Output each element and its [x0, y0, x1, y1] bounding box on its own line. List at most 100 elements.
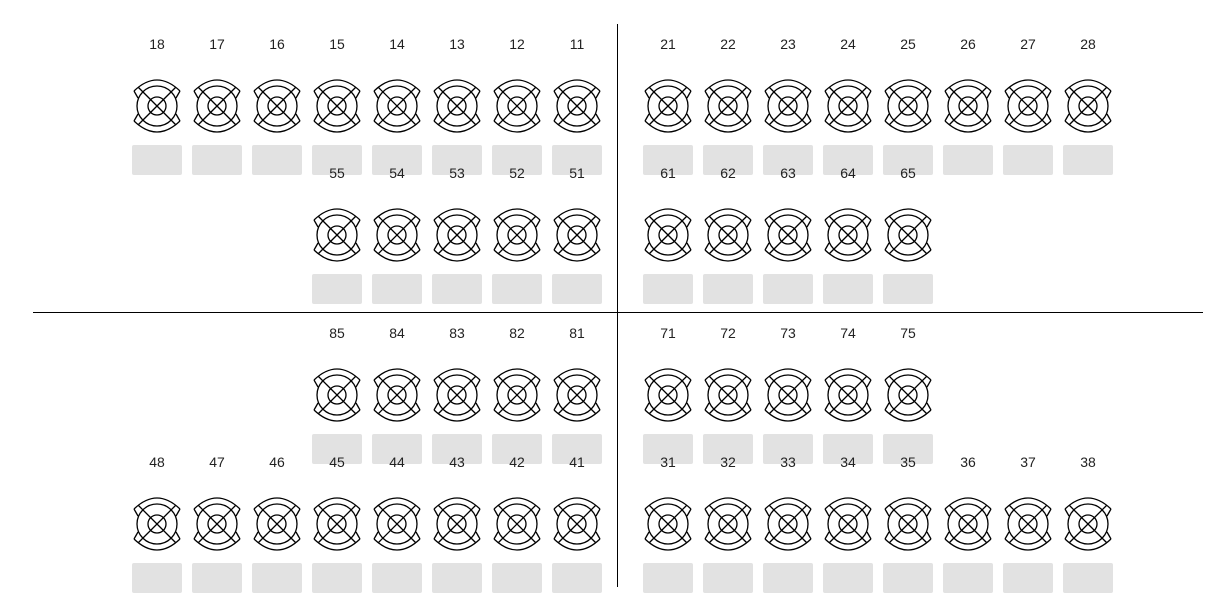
tooth-43[interactable]: 43	[432, 454, 482, 593]
tooth-status-box[interactable]	[763, 145, 813, 175]
tooth-71[interactable]: 71	[643, 325, 693, 464]
tooth-status-box[interactable]	[372, 145, 422, 175]
tooth-33[interactable]: 33	[763, 454, 813, 593]
tooth-status-box[interactable]	[552, 434, 602, 464]
tooth-23[interactable]: 23	[763, 36, 813, 175]
tooth-24[interactable]: 24	[823, 36, 873, 175]
tooth-28[interactable]: 28	[1063, 36, 1113, 175]
tooth-63[interactable]: 63	[763, 165, 813, 304]
tooth-81[interactable]: 81	[552, 325, 602, 464]
tooth-status-box[interactable]	[312, 274, 362, 304]
tooth-14[interactable]: 14	[372, 36, 422, 175]
tooth-status-box[interactable]	[763, 274, 813, 304]
tooth-status-box[interactable]	[703, 145, 753, 175]
tooth-36[interactable]: 36	[943, 454, 993, 593]
tooth-status-box[interactable]	[492, 563, 542, 593]
tooth-status-box[interactable]	[883, 434, 933, 464]
tooth-status-box[interactable]	[1063, 145, 1113, 175]
tooth-82[interactable]: 82	[492, 325, 542, 464]
tooth-27[interactable]: 27	[1003, 36, 1053, 175]
tooth-26[interactable]: 26	[943, 36, 993, 175]
tooth-status-box[interactable]	[643, 145, 693, 175]
tooth-status-box[interactable]	[312, 434, 362, 464]
tooth-32[interactable]: 32	[703, 454, 753, 593]
tooth-status-box[interactable]	[132, 145, 182, 175]
tooth-status-box[interactable]	[883, 274, 933, 304]
tooth-status-box[interactable]	[823, 434, 873, 464]
tooth-status-box[interactable]	[372, 434, 422, 464]
tooth-38[interactable]: 38	[1063, 454, 1113, 593]
tooth-62[interactable]: 62	[703, 165, 753, 304]
tooth-status-box[interactable]	[492, 145, 542, 175]
tooth-status-box[interactable]	[192, 563, 242, 593]
tooth-status-box[interactable]	[492, 434, 542, 464]
tooth-status-box[interactable]	[432, 274, 482, 304]
tooth-status-box[interactable]	[703, 563, 753, 593]
tooth-61[interactable]: 61	[643, 165, 693, 304]
tooth-45[interactable]: 45	[312, 454, 362, 593]
tooth-15[interactable]: 15	[312, 36, 362, 175]
tooth-status-box[interactable]	[823, 274, 873, 304]
tooth-84[interactable]: 84	[372, 325, 422, 464]
tooth-17[interactable]: 17	[192, 36, 242, 175]
tooth-status-box[interactable]	[643, 563, 693, 593]
tooth-status-box[interactable]	[252, 563, 302, 593]
tooth-53[interactable]: 53	[432, 165, 482, 304]
tooth-47[interactable]: 47	[192, 454, 242, 593]
tooth-37[interactable]: 37	[1003, 454, 1053, 593]
tooth-status-box[interactable]	[372, 274, 422, 304]
tooth-74[interactable]: 74	[823, 325, 873, 464]
tooth-status-box[interactable]	[883, 145, 933, 175]
tooth-18[interactable]: 18	[132, 36, 182, 175]
tooth-status-box[interactable]	[552, 563, 602, 593]
tooth-status-box[interactable]	[132, 563, 182, 593]
tooth-54[interactable]: 54	[372, 165, 422, 304]
tooth-64[interactable]: 64	[823, 165, 873, 304]
tooth-status-box[interactable]	[552, 274, 602, 304]
tooth-status-box[interactable]	[492, 274, 542, 304]
tooth-status-box[interactable]	[703, 274, 753, 304]
tooth-status-box[interactable]	[763, 563, 813, 593]
tooth-status-box[interactable]	[823, 563, 873, 593]
tooth-status-box[interactable]	[432, 434, 482, 464]
tooth-status-box[interactable]	[643, 434, 693, 464]
tooth-31[interactable]: 31	[643, 454, 693, 593]
tooth-status-box[interactable]	[823, 145, 873, 175]
tooth-13[interactable]: 13	[432, 36, 482, 175]
tooth-21[interactable]: 21	[643, 36, 693, 175]
tooth-41[interactable]: 41	[552, 454, 602, 593]
tooth-44[interactable]: 44	[372, 454, 422, 593]
tooth-46[interactable]: 46	[252, 454, 302, 593]
tooth-status-box[interactable]	[432, 563, 482, 593]
tooth-status-box[interactable]	[943, 563, 993, 593]
tooth-52[interactable]: 52	[492, 165, 542, 304]
tooth-72[interactable]: 72	[703, 325, 753, 464]
tooth-83[interactable]: 83	[432, 325, 482, 464]
tooth-status-box[interactable]	[1063, 563, 1113, 593]
tooth-12[interactable]: 12	[492, 36, 542, 175]
tooth-status-box[interactable]	[943, 145, 993, 175]
tooth-status-box[interactable]	[312, 563, 362, 593]
tooth-73[interactable]: 73	[763, 325, 813, 464]
tooth-85[interactable]: 85	[312, 325, 362, 464]
tooth-status-box[interactable]	[252, 145, 302, 175]
tooth-status-box[interactable]	[312, 145, 362, 175]
tooth-status-box[interactable]	[763, 434, 813, 464]
tooth-48[interactable]: 48	[132, 454, 182, 593]
tooth-25[interactable]: 25	[883, 36, 933, 175]
tooth-status-box[interactable]	[1003, 563, 1053, 593]
tooth-11[interactable]: 11	[552, 36, 602, 175]
tooth-22[interactable]: 22	[703, 36, 753, 175]
tooth-status-box[interactable]	[703, 434, 753, 464]
tooth-status-box[interactable]	[192, 145, 242, 175]
tooth-status-box[interactable]	[432, 145, 482, 175]
tooth-51[interactable]: 51	[552, 165, 602, 304]
tooth-16[interactable]: 16	[252, 36, 302, 175]
tooth-35[interactable]: 35	[883, 454, 933, 593]
tooth-status-box[interactable]	[552, 145, 602, 175]
tooth-status-box[interactable]	[883, 563, 933, 593]
tooth-status-box[interactable]	[643, 274, 693, 304]
tooth-status-box[interactable]	[1003, 145, 1053, 175]
tooth-75[interactable]: 75	[883, 325, 933, 464]
tooth-42[interactable]: 42	[492, 454, 542, 593]
